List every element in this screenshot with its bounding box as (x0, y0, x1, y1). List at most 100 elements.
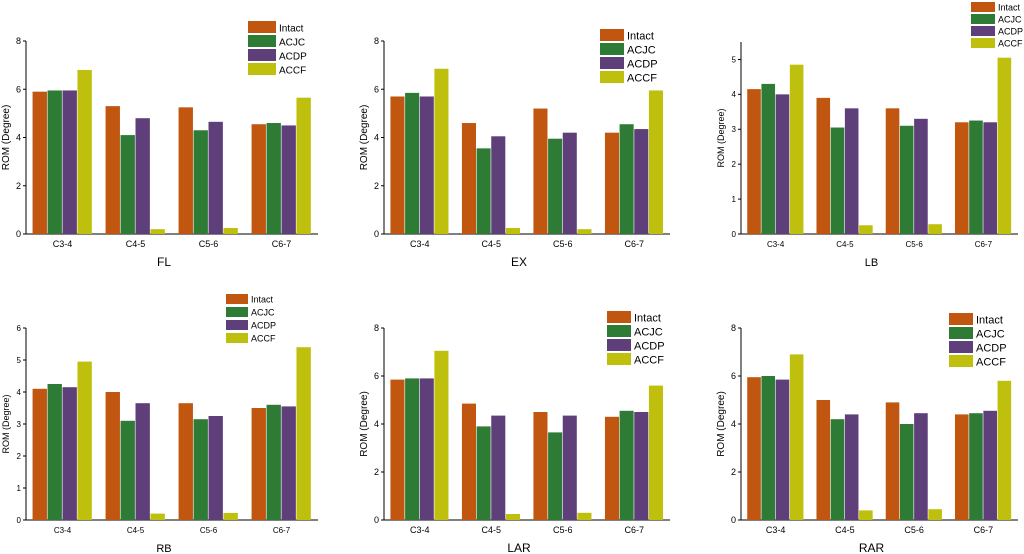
bar-acdp-c3-4 (419, 378, 434, 520)
legend-swatch-intact (971, 2, 995, 12)
legend-label-acjc: ACJC (998, 15, 1022, 25)
bar-accf-c6-7 (997, 57, 1012, 234)
y-tick-label: 4 (17, 388, 22, 397)
legend-swatch-acjc (607, 325, 631, 337)
x-tick-label: C5-6 (905, 240, 923, 249)
bar-intact-c4-5 (461, 123, 476, 234)
legend-swatch-acjc (600, 43, 624, 55)
x-tick-label: C3-4 (766, 525, 786, 535)
bar-acjc-c5-6 (899, 424, 914, 520)
x-tick-label: C5-6 (553, 525, 573, 535)
legend-swatch-accf (600, 71, 624, 83)
x-axis-label: LB (865, 257, 878, 269)
legend: Intact ACJC ACDP ACCF (607, 311, 665, 367)
bar-acdp-c4-5 (491, 415, 506, 520)
bar-accf-c5-6 (577, 512, 592, 520)
bar-acdp-c4-5 (135, 403, 150, 520)
y-axis-label: ROM (Degree) (359, 391, 370, 457)
legend-swatch-acdp (248, 49, 276, 61)
bar-acjc-c6-7 (619, 410, 634, 520)
bar-intact-c5-6 (885, 402, 900, 520)
bar-acdp-c3-4 (62, 387, 77, 520)
bar-acdp-c6-7 (281, 406, 296, 520)
bar-acjc-c4-5 (830, 419, 845, 520)
x-tick-label: C5-6 (199, 239, 219, 249)
legend-swatch-accf (226, 333, 248, 343)
bar-acjc-c5-6 (899, 125, 914, 234)
y-tick-label: 4 (732, 90, 737, 99)
legend-label-acdp: ACDP (634, 341, 665, 353)
legend-label-accf: ACCF (251, 334, 276, 344)
bar-accf-c3-4 (434, 350, 449, 520)
bar-acjc-c4-5 (476, 426, 491, 520)
bar-accf-c6-7 (648, 385, 663, 520)
legend-swatch-intact (600, 29, 624, 41)
x-tick-label: C6-7 (272, 239, 292, 249)
bar-accf-c4-5 (505, 227, 520, 234)
x-tick-label: C4-5 (127, 526, 145, 535)
y-tick-label: 5 (732, 55, 737, 64)
bar-intact-c5-6 (885, 108, 900, 234)
legend: Intact ACJC ACDP ACCF (226, 294, 276, 344)
bar-acdp-c6-7 (634, 129, 649, 234)
bar-accf-c3-4 (789, 64, 804, 234)
legend-label-intact: Intact (627, 31, 654, 43)
x-axis-label: RB (156, 543, 171, 554)
x-tick-label: C6-7 (624, 525, 644, 535)
x-tick-label: C4-5 (481, 525, 501, 535)
legend-swatch-acdp (600, 57, 624, 69)
legend-label-accf: ACCF (634, 355, 664, 367)
legend-label-acjc: ACJC (279, 38, 305, 49)
bar-intact-c6-7 (251, 408, 266, 520)
bar-intact-c3-4 (390, 379, 405, 520)
bar-intact-c5-6 (533, 108, 548, 234)
bar-acjc-c4-5 (830, 127, 845, 234)
x-axis-label: RAR (859, 541, 885, 554)
bar-intact-c6-7 (954, 122, 969, 234)
y-tick-label: 8 (731, 323, 736, 333)
bar-accf-c4-5 (859, 225, 873, 234)
bar-acdp-c3-4 (775, 379, 790, 520)
bar-acdp-c6-7 (983, 122, 997, 234)
chart-ex: 0 2 4 6 8 ROM (Degree) C3-4 C4-5 C5-6 C6-7 EX Intac… (359, 29, 670, 269)
bar-intact-c4-5 (461, 403, 476, 520)
x-tick-label: C3-4 (53, 239, 73, 249)
y-tick-label: 0 (732, 230, 737, 239)
legend-swatch-acjc (226, 307, 248, 317)
x-tick-label: C5-6 (553, 239, 573, 249)
x-axis-label: LAR (507, 541, 531, 554)
bar-intact-c3-4 (32, 388, 47, 520)
legend-label-acjc: ACJC (251, 308, 275, 318)
bar-acjc-c6-7 (969, 120, 983, 234)
y-tick-label: 4 (731, 419, 736, 429)
legend-swatch-acjc (248, 35, 276, 47)
legend-label-intact: Intact (976, 315, 1003, 327)
bar-acdp-c4-5 (135, 118, 150, 234)
legend-label-accf: ACCF (976, 357, 1006, 369)
bar-accf-c4-5 (859, 510, 873, 520)
y-tick-label: 6 (731, 371, 736, 381)
y-tick-label: 2 (731, 467, 736, 477)
bar-acdp-c5-6 (562, 132, 577, 234)
bar-acdp-c4-5 (844, 108, 859, 234)
legend-label-acdp: ACDP (976, 343, 1007, 355)
legend-label-acjc: ACJC (634, 327, 663, 339)
x-tick-label: C5-6 (200, 526, 218, 535)
bar-accf-c3-4 (789, 354, 804, 520)
y-axis-label: ROM (Degree) (359, 105, 370, 171)
y-tick-label: 0 (374, 229, 379, 239)
y-tick-label: 4 (374, 419, 379, 429)
bar-acjc-c4-5 (120, 135, 135, 234)
legend: Intact ACJC ACDP ACCF (949, 313, 1007, 369)
bar-accf-c5-6 (928, 224, 942, 234)
bar-acdp-c3-4 (62, 90, 77, 234)
y-tick-label: 5 (17, 356, 22, 365)
legend-label-intact: Intact (251, 295, 274, 305)
legend-swatch-acdp (949, 341, 973, 353)
bar-accf-c6-7 (648, 90, 663, 234)
bar-acdp-c3-4 (419, 96, 434, 234)
bar-acdp-c3-4 (775, 94, 790, 234)
legend-label-accf: ACCF (998, 39, 1023, 49)
legend: Intact ACJC ACDP ACCF (971, 2, 1023, 49)
